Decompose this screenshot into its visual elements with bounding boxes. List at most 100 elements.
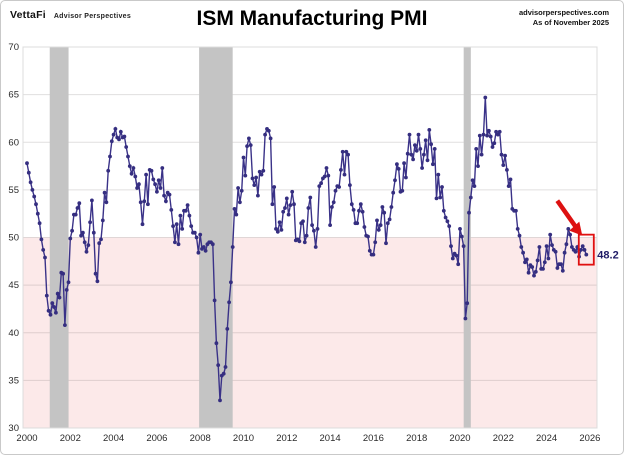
data-point	[194, 235, 199, 240]
data-point	[178, 213, 183, 218]
data-point	[382, 210, 387, 215]
data-point	[348, 183, 352, 188]
data-point	[39, 237, 44, 242]
data-point	[427, 127, 432, 132]
y-tick-label: 45	[8, 280, 19, 291]
y-tick-label: 55	[8, 185, 19, 196]
data-point	[234, 212, 239, 217]
data-point	[183, 208, 188, 213]
data-point	[515, 227, 520, 231]
y-tick-label: 70	[8, 42, 19, 53]
data-point	[140, 222, 145, 227]
data-point	[337, 185, 341, 189]
data-point	[270, 202, 275, 207]
data-point	[279, 228, 284, 232]
data-point	[443, 215, 448, 220]
data-point	[349, 202, 354, 207]
x-tick-label: 2004	[103, 433, 124, 444]
data-point	[257, 169, 262, 174]
page-title: ISM Manufacturing PMI	[196, 7, 428, 30]
data-point	[339, 168, 343, 172]
data-point	[137, 182, 141, 187]
x-tick-label: 2022	[493, 433, 514, 444]
data-point	[210, 242, 215, 247]
data-point	[66, 280, 71, 285]
data-point	[346, 152, 350, 157]
data-point	[238, 200, 242, 205]
data-point	[266, 128, 271, 133]
y-tick-label: 30	[8, 423, 19, 434]
data-point	[79, 233, 83, 238]
x-tick-label: 2024	[536, 433, 557, 444]
data-point	[445, 219, 450, 224]
data-point	[225, 327, 230, 331]
data-point	[496, 132, 500, 137]
data-point	[535, 258, 540, 263]
data-point	[501, 163, 506, 168]
data-point	[180, 227, 185, 231]
data-point	[492, 141, 497, 146]
data-point	[526, 270, 531, 275]
data-point	[405, 151, 410, 156]
data-point	[503, 153, 507, 158]
data-point	[479, 152, 484, 157]
data-point	[514, 208, 518, 213]
data-point	[218, 398, 222, 403]
data-point	[582, 248, 587, 252]
data-point	[41, 248, 46, 252]
data-point	[241, 155, 246, 160]
y-tick-label: 35	[8, 375, 19, 386]
data-point	[113, 127, 118, 131]
data-point	[497, 129, 502, 134]
x-tick-label: 2006	[146, 433, 167, 444]
data-point	[573, 249, 578, 254]
data-point	[304, 233, 309, 238]
data-point	[171, 224, 176, 229]
data-point	[499, 152, 504, 157]
data-point	[537, 245, 542, 249]
data-point	[254, 175, 258, 180]
data-point	[111, 132, 116, 137]
data-point	[541, 267, 545, 271]
y-tick-label: 40	[8, 328, 19, 339]
data-point	[519, 245, 524, 249]
data-point	[223, 365, 228, 369]
data-point	[559, 262, 563, 267]
data-point	[308, 195, 313, 200]
data-point	[530, 265, 535, 269]
data-point	[64, 288, 69, 292]
below-50-zone	[23, 237, 597, 428]
data-point	[532, 273, 536, 278]
data-point	[144, 172, 149, 177]
data-point	[164, 199, 168, 204]
data-point	[494, 129, 498, 134]
data-point	[328, 223, 332, 228]
data-point	[465, 301, 470, 306]
data-point	[34, 202, 38, 207]
data-point	[483, 95, 488, 100]
data-point	[407, 132, 412, 137]
data-point	[252, 183, 257, 188]
data-point	[297, 239, 302, 244]
data-point	[288, 203, 293, 208]
data-point	[75, 206, 80, 210]
data-point	[553, 249, 558, 254]
data-point	[99, 237, 103, 242]
data-point	[201, 245, 206, 249]
data-point	[449, 244, 453, 249]
data-point	[431, 162, 435, 167]
data-point	[306, 206, 311, 210]
data-point	[450, 256, 455, 261]
data-point	[268, 136, 273, 141]
x-tick-label: 2002	[60, 433, 81, 444]
data-point	[214, 341, 219, 346]
data-point	[317, 184, 322, 189]
data-point	[230, 245, 235, 249]
data-point	[86, 243, 91, 248]
data-point	[35, 211, 40, 216]
data-point	[546, 256, 551, 261]
data-point	[203, 248, 208, 253]
x-tick-label: 2010	[233, 433, 254, 444]
data-point	[319, 181, 323, 186]
data-point	[380, 205, 385, 209]
